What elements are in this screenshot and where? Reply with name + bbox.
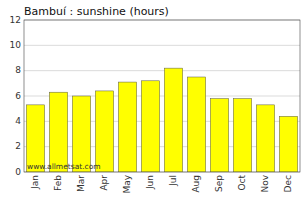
- x-tick-label: Aug: [191, 175, 201, 193]
- y-tick-label: 10: [10, 40, 22, 50]
- y-tick-label: 4: [15, 116, 21, 126]
- bar: [72, 96, 90, 172]
- x-tick-label: Mar: [76, 175, 86, 192]
- grid-line: [24, 45, 300, 46]
- bar: [49, 92, 67, 172]
- bar: [164, 68, 182, 172]
- x-tick-label: May: [122, 174, 132, 193]
- bar: [256, 105, 274, 172]
- plot-area: [24, 20, 300, 172]
- y-tick-label: 2: [15, 141, 21, 151]
- x-tick-label: Dec: [283, 175, 293, 192]
- watermark: www.allmetsat.com: [27, 162, 101, 171]
- x-tick-label: Oct: [237, 175, 247, 191]
- y-tick-label: 0: [15, 167, 21, 177]
- y-tick-label: 8: [15, 65, 21, 75]
- title: Bambuí : sunshine (hours): [24, 5, 169, 18]
- bar: [187, 77, 205, 172]
- x-tick-label: Jul: [168, 175, 178, 187]
- bars: [26, 68, 297, 172]
- x-tick-label: Apr: [99, 175, 109, 191]
- bar: [233, 99, 251, 172]
- bar: [95, 91, 113, 172]
- plot-frame: [24, 20, 300, 172]
- chart: 0 2 4 6 8 10 12 Jan Feb Mar Apr May Jun Jul Aug Sep Oct N…: [0, 0, 306, 200]
- x-tick-label: Sep: [214, 175, 224, 192]
- bar: [141, 81, 159, 172]
- y-tick-label: 12: [10, 15, 21, 25]
- x-tick-label: Feb: [53, 175, 63, 191]
- bar: [210, 99, 228, 172]
- x-tick-label: Jun: [145, 175, 155, 190]
- grid-line: [24, 70, 300, 71]
- y-tick-label: 6: [15, 91, 21, 101]
- x-tick-label: Nov: [260, 174, 270, 192]
- x-tick-label: Jan: [30, 175, 40, 190]
- bar: [118, 82, 136, 172]
- bar: [279, 116, 297, 172]
